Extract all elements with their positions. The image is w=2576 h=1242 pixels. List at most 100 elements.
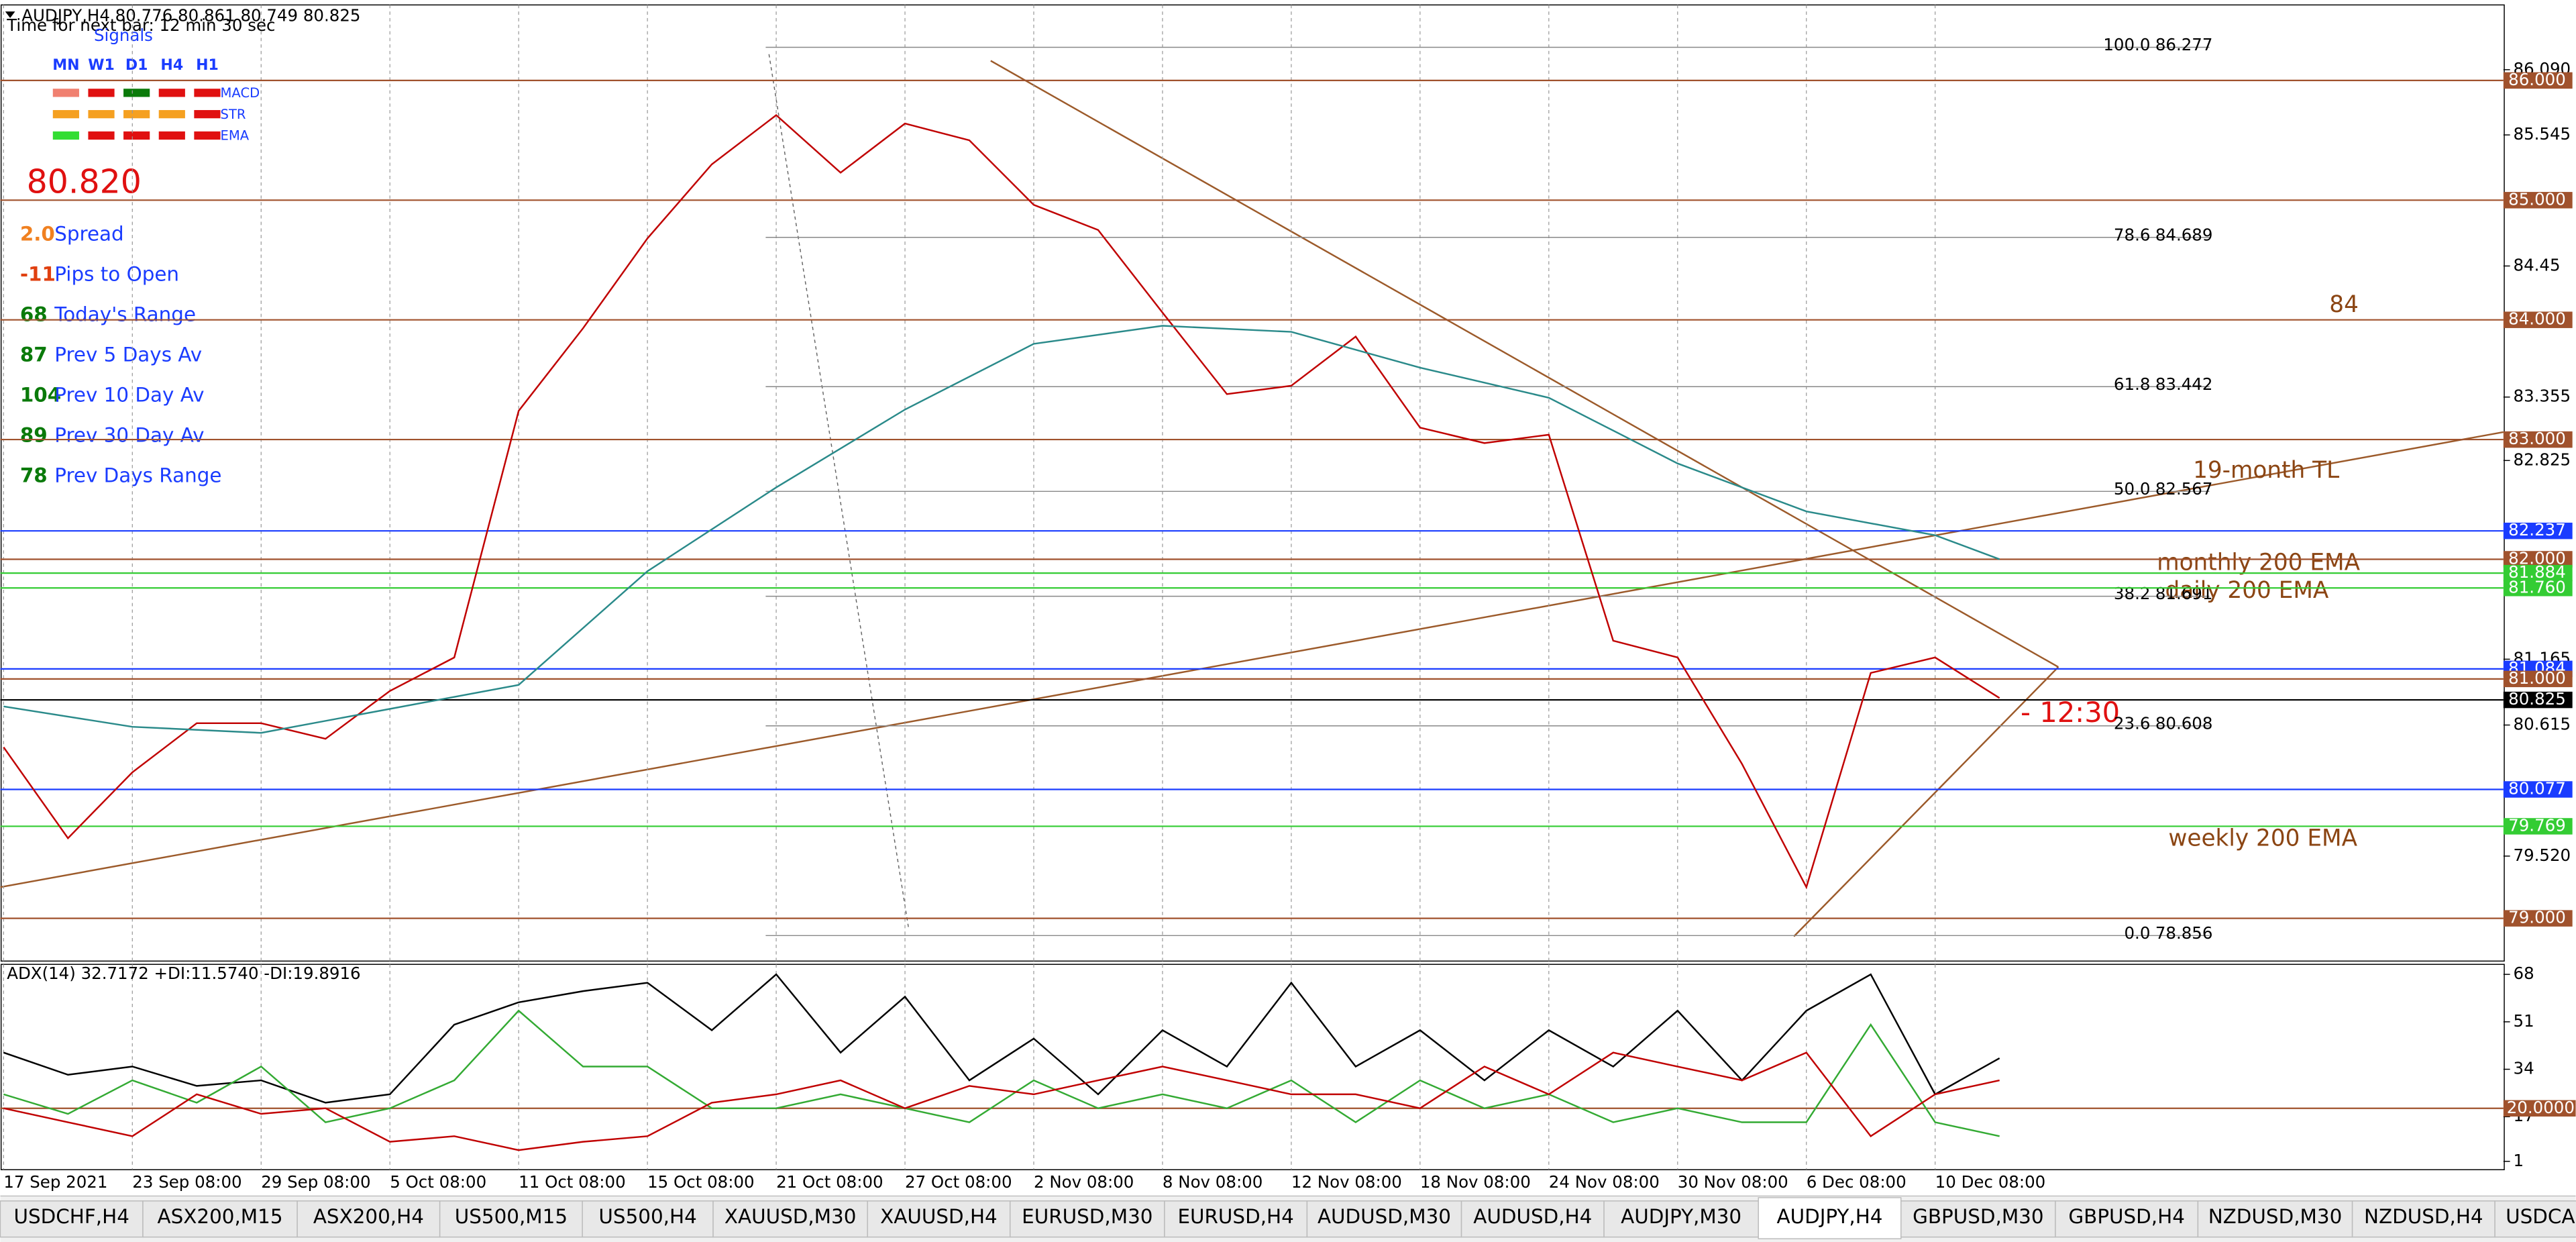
x-tick-label: 11 Oct 08:00 xyxy=(519,1172,626,1192)
tab-label[interactable]: AUDJPY,H4 xyxy=(1776,1205,1882,1228)
x-tick-label: 6 Dec 08:00 xyxy=(1807,1172,1907,1192)
trend-line xyxy=(1793,666,2059,937)
tab-label[interactable]: US500,M15 xyxy=(455,1205,568,1228)
price-level-box xyxy=(2503,670,2573,688)
panel-value: 89 xyxy=(20,424,48,447)
tab-label[interactable]: USDCAD,M30 xyxy=(2506,1205,2576,1228)
main-chart-frame xyxy=(0,4,2505,962)
timeframe-label: W1 xyxy=(88,57,115,74)
price-level-label: 81.000 xyxy=(2508,668,2566,688)
price-level-box xyxy=(2503,72,2573,89)
tab-label[interactable]: EURUSD,M30 xyxy=(1022,1205,1152,1228)
x-tick-label: 27 Oct 08:00 xyxy=(905,1172,1012,1192)
x-tick-label: 5 Oct 08:00 xyxy=(390,1172,486,1192)
tab[interactable] xyxy=(1164,1200,1308,1238)
price-level-box xyxy=(2503,691,2573,709)
price-level-label: 86.000 xyxy=(2508,70,2566,89)
tab[interactable] xyxy=(297,1200,441,1238)
tab[interactable] xyxy=(582,1200,714,1238)
indicator-level-label: 20.0000 xyxy=(2507,1098,2575,1117)
x-tick-label: 2 Nov 08:00 xyxy=(1034,1172,1134,1192)
tab-label[interactable]: NZDUSD,H4 xyxy=(2364,1205,2483,1228)
tab[interactable] xyxy=(1009,1200,1165,1238)
price-level-box xyxy=(2503,311,2573,328)
y-tick-label: 34 xyxy=(2514,1059,2534,1078)
fib-price: 82.567 xyxy=(2155,479,2213,499)
x-tick-label: 29 Sep 08:00 xyxy=(261,1172,370,1192)
price-level-label: 83.000 xyxy=(2508,429,2566,448)
tab[interactable] xyxy=(1900,1200,2056,1238)
y-tick-label: 82.825 xyxy=(2514,450,2571,469)
x-tick-label: 8 Nov 08:00 xyxy=(1163,1172,1263,1192)
tab[interactable] xyxy=(2494,1200,2576,1238)
annotation: 84 xyxy=(2329,291,2359,318)
tab[interactable] xyxy=(0,1200,144,1238)
collapse-icon[interactable] xyxy=(5,11,15,18)
fib-price: 86.277 xyxy=(2155,35,2213,54)
tab[interactable] xyxy=(1603,1200,1759,1238)
panel-label: Spread xyxy=(54,223,123,246)
price-level-label: 81.760 xyxy=(2508,577,2566,597)
timeframe-label: D1 xyxy=(125,57,148,74)
signal-cell xyxy=(88,131,115,140)
series-line xyxy=(3,325,2000,734)
trend-line xyxy=(990,60,2059,668)
price-level-label: 82.237 xyxy=(2508,520,2566,539)
annotation: daily 200 EMA xyxy=(2165,577,2328,604)
signal-cell xyxy=(123,131,150,140)
tab-label[interactable]: XAUUSD,H4 xyxy=(880,1205,998,1228)
price-level-box xyxy=(2503,564,2573,582)
timeframe-label: H1 xyxy=(196,57,219,74)
timeframe-label: H4 xyxy=(160,57,183,74)
fib-level: 100.0 xyxy=(2103,35,2150,54)
price-level-box xyxy=(2503,580,2573,597)
x-tick-label: 12 Nov 08:00 xyxy=(1291,1172,1402,1192)
price-level-label: 80.077 xyxy=(2508,779,2566,798)
indicator-level-box xyxy=(2503,1100,2576,1117)
y-tick-label: 84.45 xyxy=(2514,255,2561,274)
signal-row-label: STR xyxy=(221,107,246,122)
current-price: 80.820 xyxy=(27,163,142,201)
annotation: weekly 200 EMA xyxy=(2168,825,2357,852)
tab-label[interactable]: AUDJPY,M30 xyxy=(1621,1205,1741,1228)
price-level-label: 81.884 xyxy=(2508,562,2566,582)
panel-label: Prev 30 Day Av xyxy=(54,424,204,447)
fib-level: 38.2 xyxy=(2114,584,2150,603)
indicator-frame xyxy=(0,964,2505,1171)
tab[interactable] xyxy=(1460,1200,1605,1238)
y-tick-label: 68 xyxy=(2514,964,2534,983)
price-level-box xyxy=(2503,192,2573,209)
tab-label[interactable]: ASX200,H4 xyxy=(313,1205,424,1228)
tab-label[interactable]: XAUUSD,M30 xyxy=(724,1205,857,1228)
tab[interactable] xyxy=(142,1200,298,1238)
signals-title: Signals xyxy=(94,25,153,45)
tab-label[interactable]: NZDUSD,M30 xyxy=(2208,1205,2343,1228)
x-tick-label: 17 Sep 2021 xyxy=(3,1172,107,1192)
signal-cell xyxy=(194,131,221,140)
tab-label[interactable]: GBPUSD,M30 xyxy=(1913,1205,2043,1228)
indicator-title: ADX(14) 32.7172 +DI:11.5740 -DI:19.8916 xyxy=(7,964,360,983)
tab[interactable] xyxy=(1306,1200,1462,1238)
tab-label[interactable]: EURUSD,H4 xyxy=(1177,1205,1293,1228)
price-level-box xyxy=(2503,551,2573,568)
tab[interactable] xyxy=(712,1200,868,1238)
panel-value: 104 xyxy=(20,384,61,407)
tab[interactable] xyxy=(1758,1197,1902,1239)
series-line xyxy=(3,973,2000,1104)
timeframe-label: MN xyxy=(52,57,79,74)
signal-cell xyxy=(194,110,221,119)
tab[interactable] xyxy=(2197,1200,2353,1238)
tab-label[interactable]: AUDUSD,M30 xyxy=(1318,1205,1451,1228)
tab-label[interactable]: USDCHF,H4 xyxy=(14,1205,129,1228)
signal-cell xyxy=(123,89,150,97)
tab-label[interactable]: GBPUSD,H4 xyxy=(2068,1205,2185,1228)
tab-label[interactable]: ASX200,M15 xyxy=(158,1205,283,1228)
tab-label[interactable]: AUDUSD,H4 xyxy=(1473,1205,1592,1228)
tab[interactable] xyxy=(867,1200,1011,1238)
tab-label[interactable]: US500,H4 xyxy=(598,1205,696,1228)
panel-value: 68 xyxy=(20,303,48,326)
panel-value: 2.0 xyxy=(20,223,55,246)
signal-cell xyxy=(194,89,221,97)
